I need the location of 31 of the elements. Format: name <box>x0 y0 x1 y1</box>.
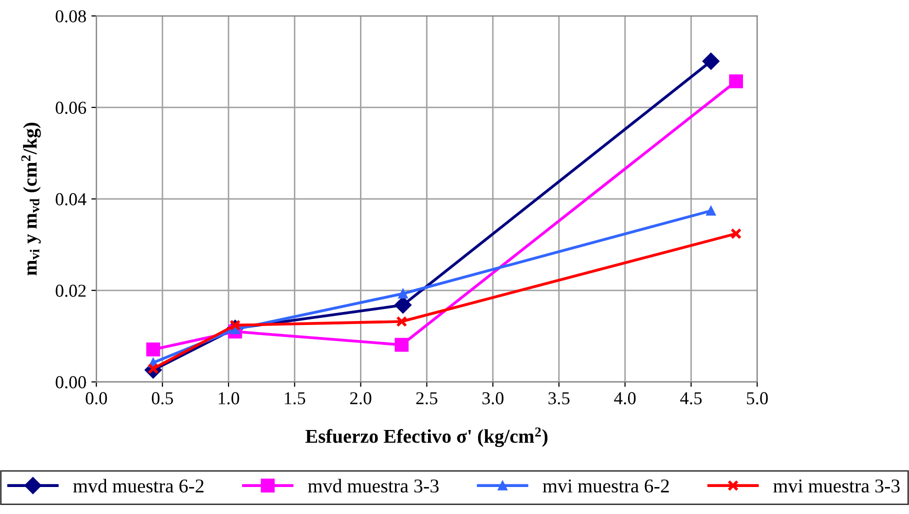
x-tick-label: 3.0 <box>482 392 504 404</box>
point <box>706 206 716 216</box>
point <box>702 52 720 70</box>
y-axis-title: m$_{vi}$ y m$_{vd}$ (cm$^{2}$/kg) <box>21 122 41 276</box>
point <box>146 342 160 356</box>
y-tick-label: 0.00 <box>56 376 86 388</box>
point <box>398 288 408 298</box>
x-tick-label: 0.0 <box>86 392 107 404</box>
legend-label: mvi muestra 3-3 <box>773 479 900 493</box>
x-tick-label: 1.0 <box>218 392 240 404</box>
x-axis-title: Esfuerzo Efectivo σ' (kg/cm$^{2}$) <box>305 427 548 447</box>
point <box>730 228 742 240</box>
y-tick-label: 0.02 <box>56 284 86 297</box>
x-tick-label: 5.0 <box>746 392 768 404</box>
x-tick-label: 2.5 <box>416 392 438 404</box>
y-tick-label: 0.08 <box>56 10 86 22</box>
x-tick-label: 4.5 <box>680 392 702 404</box>
legend-label: mvi muestra 6-2 <box>542 479 669 493</box>
point <box>396 316 408 328</box>
x-tick-label: 0.5 <box>152 392 174 404</box>
y-tick-label: 0.06 <box>56 102 86 114</box>
x-tick-label: 1.5 <box>284 392 306 404</box>
point <box>230 320 241 331</box>
x-tick-label: 2.0 <box>350 392 372 404</box>
x-tick-label: 4.0 <box>614 392 636 404</box>
legend-label: mvd muestra 3-3 <box>308 478 439 493</box>
y-tick-label: 0.04 <box>56 193 86 206</box>
x-tick-label: 3.5 <box>548 392 570 404</box>
point <box>729 74 743 88</box>
point <box>394 338 409 352</box>
legend-label: mvd muestra 6-2 <box>73 478 204 493</box>
